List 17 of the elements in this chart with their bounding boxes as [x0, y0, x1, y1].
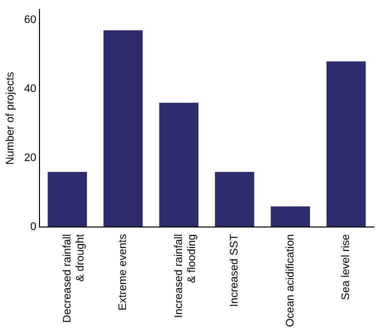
y-axis-title: Number of projects [4, 71, 17, 165]
y-tick-label: 40 [24, 83, 36, 96]
x-tick-label: Increased rainfall & flooding [172, 234, 198, 318]
bar [214, 172, 254, 227]
y-tick-label: 0 [30, 221, 36, 234]
y-tick-label: 20 [24, 152, 36, 164]
bar [48, 172, 87, 227]
x-tick-label: Decreased rainfall & drought [61, 234, 87, 323]
bar [270, 206, 310, 227]
x-tick-label: Ocean acidification [284, 234, 296, 328]
bar [159, 102, 198, 227]
y-tick-label: 60 [24, 14, 36, 26]
bar [103, 30, 143, 227]
x-tick-label: Extreme events [117, 234, 130, 310]
bar [326, 61, 366, 227]
x-tick-label: Increased SST [228, 234, 241, 307]
x-tick-label: Sea level rise [340, 234, 352, 300]
